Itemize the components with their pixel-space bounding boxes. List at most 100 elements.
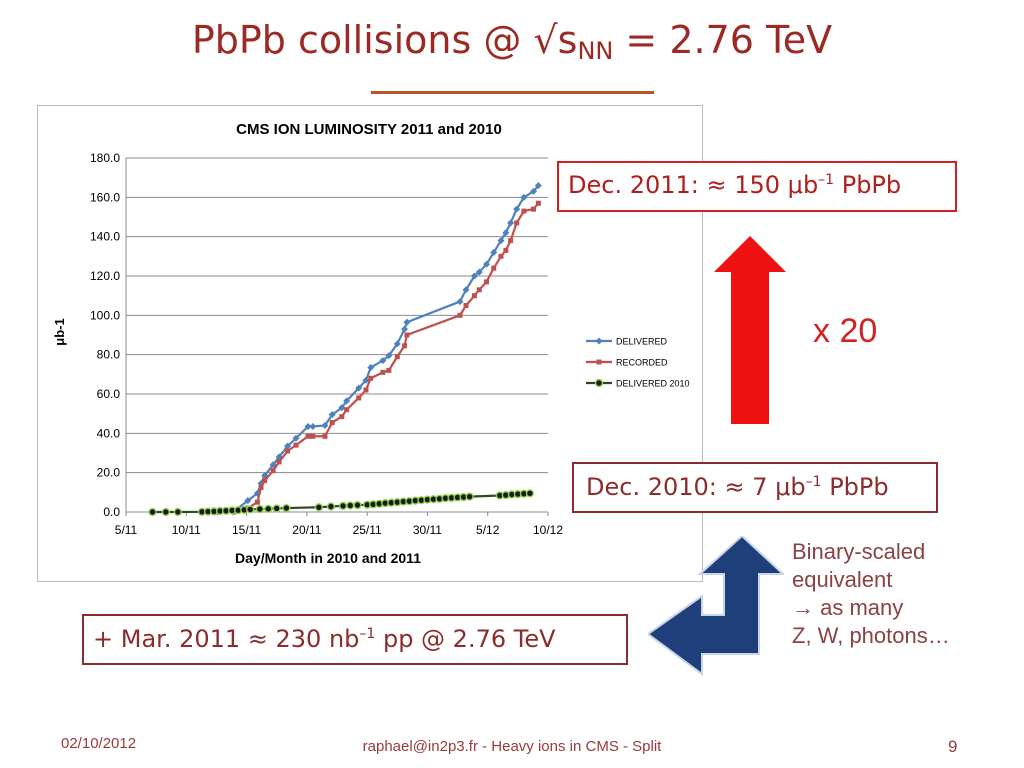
y-tick-label: 120.0 (90, 269, 120, 283)
slide-title: PbPb collisions @ √sNN = 2.76 TeV (0, 18, 1024, 65)
legend-item: DELIVERED (586, 337, 668, 347)
data-point (476, 287, 482, 293)
title-subscript: NN (577, 37, 614, 65)
note-line-3: → as many (792, 595, 904, 620)
data-point (368, 375, 374, 381)
data-point (338, 501, 348, 511)
factor-label: x 20 (813, 312, 878, 350)
legend-label: RECORDED (616, 358, 668, 368)
data-point (514, 220, 520, 226)
pp-run-box: + Mar. 2011 ≈ 230 nb–1 pp @ 2.76 TeV (82, 614, 628, 665)
title-underline (371, 91, 654, 94)
legend-item: RECORDED (586, 358, 668, 368)
data-point (304, 422, 312, 430)
data-point (161, 507, 170, 517)
series-delivered (214, 182, 542, 516)
data-point (465, 492, 474, 501)
legend-label: DELIVERED (616, 337, 668, 347)
series-line (217, 184, 540, 514)
data-point (353, 501, 362, 510)
pp-run-sup: –1 (359, 626, 376, 642)
data-point (328, 411, 336, 419)
data-point (305, 433, 311, 439)
data-point (173, 507, 182, 517)
note-line-1: Binary-scaled (792, 539, 926, 564)
data-point (367, 363, 375, 371)
dec-2011-box: Dec. 2011: ≈ 150 μb–1 PbPb (557, 161, 957, 212)
data-point (293, 442, 299, 448)
data-point (457, 312, 463, 318)
data-point (513, 205, 521, 213)
data-point (595, 337, 603, 345)
y-tick-label: 60.0 (97, 387, 121, 401)
data-point (401, 325, 409, 333)
data-point (535, 200, 541, 206)
page-number: 9 (948, 737, 958, 756)
data-point (503, 247, 509, 253)
data-point (402, 343, 408, 349)
data-point (386, 367, 392, 373)
data-point (484, 279, 490, 285)
y-tick-label: 80.0 (97, 348, 121, 362)
y-tick-label: 20.0 (97, 466, 121, 480)
note-line-4: Z, W, photons… (792, 623, 950, 648)
data-point (404, 332, 410, 338)
data-point (264, 504, 273, 513)
data-point (246, 505, 255, 514)
data-point (262, 478, 268, 484)
binary-scaled-note: Binary-scaled equivalent → as many Z, W,… (792, 538, 950, 650)
y-tick-label: 160.0 (90, 190, 120, 204)
data-point (385, 352, 393, 360)
data-point (356, 395, 362, 401)
x-tick-label: 10/11 (172, 523, 201, 537)
data-point (148, 507, 157, 517)
data-point (596, 359, 602, 365)
data-point (491, 265, 497, 271)
title-tail: = 2.76 TeV (613, 18, 833, 62)
x-tick-label: 25/11 (353, 523, 382, 537)
data-point (343, 397, 351, 405)
data-point (338, 404, 346, 412)
data-point (258, 484, 264, 490)
data-point (329, 420, 335, 426)
data-point (346, 501, 355, 510)
y-tick-label: 180.0 (90, 151, 120, 165)
y-tick-label: 40.0 (97, 426, 121, 440)
data-point (309, 422, 317, 430)
data-point (282, 503, 291, 513)
x-tick-label: 10/12 (533, 523, 563, 537)
dec-2010-box: Dec. 2010: ≈ 7 μb–1 PbPb (572, 462, 938, 513)
x-tick-label: 15/11 (232, 523, 261, 537)
data-point (380, 369, 386, 375)
pp-run-tail: pp @ 2.76 TeV (375, 625, 556, 653)
data-point (502, 229, 510, 237)
increase-arrow-icon (714, 236, 786, 424)
data-point (276, 459, 282, 465)
luminosity-chart: CMS ION LUMINOSITY 2011 and 2010 Day/Mon… (52, 121, 690, 566)
data-point (520, 193, 528, 201)
y-tick-label: 100.0 (90, 308, 120, 322)
dec-2010-sup: –1 (805, 474, 822, 490)
data-point (275, 453, 283, 461)
data-point (322, 433, 328, 439)
data-point (462, 286, 470, 294)
data-point (521, 208, 527, 214)
data-point (261, 472, 269, 480)
y-tick-label: 0.0 (103, 505, 120, 519)
data-point (285, 448, 291, 454)
data-point (403, 318, 411, 326)
data-point (463, 303, 469, 308)
data-point (534, 182, 542, 190)
data-point (498, 253, 504, 259)
data-point (310, 433, 316, 439)
data-point (339, 414, 345, 420)
data-point (470, 272, 478, 280)
data-point (254, 499, 260, 505)
data-point (284, 442, 292, 450)
dec-2011-sup: –1 (818, 172, 835, 188)
data-point (531, 206, 537, 212)
bent-arrow-icon (648, 536, 784, 676)
data-point (344, 407, 350, 413)
series-delivered-2010 (148, 489, 535, 517)
dec-2011-tail: PbPb (834, 171, 902, 199)
